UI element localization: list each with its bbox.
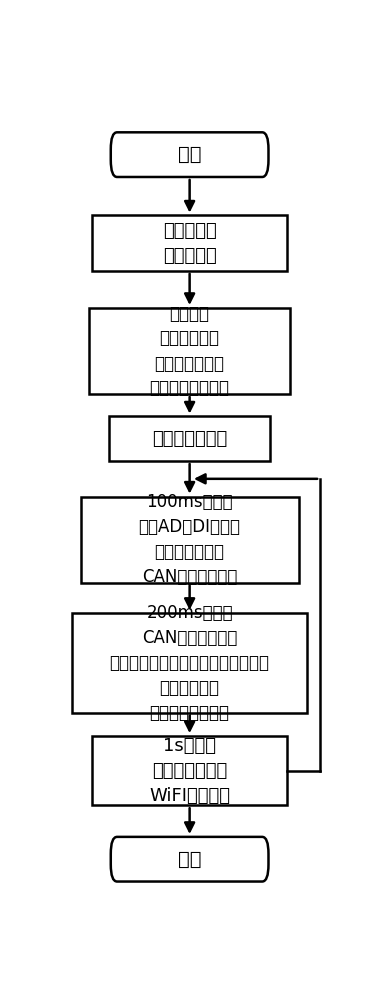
FancyBboxPatch shape: [92, 215, 287, 271]
FancyBboxPatch shape: [111, 132, 269, 177]
Text: 200ms任务：
CAN总线接收数据
温升计算、速度、加速度、里程计算
行驶策略计算
整车运行状态监测: 200ms任务： CAN总线接收数据 温升计算、速度、加速度、里程计算 行驶策略…: [110, 604, 270, 722]
Text: 1s任务：
数据记录和保存
WiFI打包发送: 1s任务： 数据记录和保存 WiFI打包发送: [149, 737, 230, 805]
Text: 开始: 开始: [178, 145, 201, 164]
FancyBboxPatch shape: [111, 837, 269, 882]
Text: 开机自检
指令输入检测
传感器状态检测
总线部件状态检测: 开机自检 指令输入检测 传感器状态检测 总线部件状态检测: [149, 304, 230, 397]
Text: 系统初始化
外设初始化: 系统初始化 外设初始化: [163, 222, 216, 265]
FancyBboxPatch shape: [110, 416, 270, 461]
Text: 开启定时器中断: 开启定时器中断: [152, 430, 227, 448]
FancyBboxPatch shape: [81, 497, 299, 583]
FancyBboxPatch shape: [72, 613, 307, 713]
FancyBboxPatch shape: [89, 308, 290, 394]
Text: 结束: 结束: [178, 850, 201, 869]
FancyBboxPatch shape: [92, 736, 287, 805]
Text: 100ms任务：
读取AD、DI输入量
读取传感器状态
CAN总线发送指令: 100ms任务： 读取AD、DI输入量 读取传感器状态 CAN总线发送指令: [139, 493, 240, 586]
